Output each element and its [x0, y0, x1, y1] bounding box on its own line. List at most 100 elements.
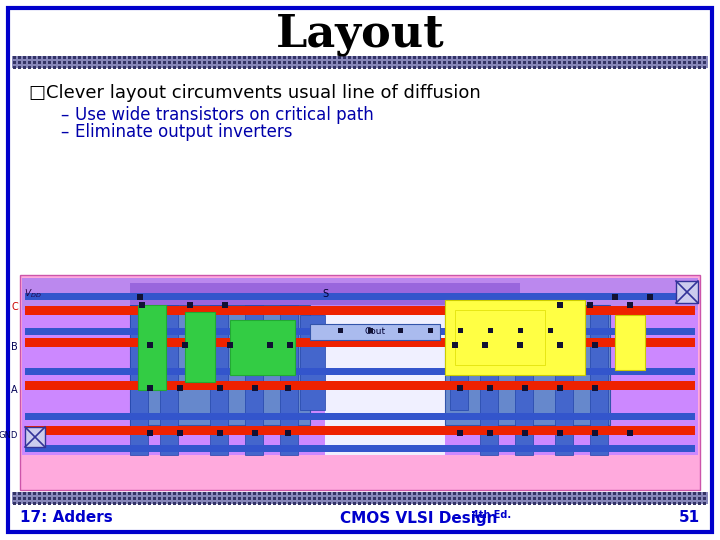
Bar — [137, 294, 143, 300]
Bar — [63, 496, 66, 500]
Bar — [387, 502, 390, 504]
Bar — [238, 56, 240, 58]
Bar — [672, 491, 675, 495]
Bar — [358, 56, 361, 58]
Bar — [112, 496, 115, 500]
Bar — [632, 56, 636, 58]
Bar — [577, 502, 580, 504]
Bar — [12, 502, 16, 504]
Bar — [698, 491, 701, 495]
Bar — [207, 60, 210, 64]
Bar — [253, 56, 256, 58]
Bar — [487, 496, 490, 500]
Bar — [688, 491, 690, 495]
Bar — [698, 65, 701, 69]
Bar — [58, 65, 60, 69]
Bar — [333, 65, 336, 69]
Bar — [613, 56, 616, 58]
Text: C: C — [12, 302, 18, 312]
Bar — [272, 496, 276, 500]
Bar — [318, 491, 320, 495]
Bar — [97, 496, 101, 500]
Bar — [207, 496, 210, 500]
Bar — [32, 502, 35, 504]
Bar — [148, 56, 150, 58]
Bar — [130, 283, 520, 305]
Bar — [418, 491, 420, 495]
Bar — [557, 491, 560, 495]
Bar — [63, 65, 66, 69]
Bar — [117, 65, 120, 69]
Bar — [78, 491, 81, 495]
Bar — [672, 56, 675, 58]
Bar — [567, 491, 570, 495]
Bar — [338, 491, 341, 495]
Bar — [382, 502, 385, 504]
Bar — [452, 491, 456, 495]
Bar — [147, 342, 153, 348]
Bar — [348, 60, 351, 64]
Bar — [582, 491, 585, 495]
Bar — [32, 65, 35, 69]
Bar — [217, 430, 223, 436]
Bar — [138, 496, 140, 500]
Bar — [613, 491, 616, 495]
Bar — [448, 56, 451, 58]
Bar — [452, 496, 456, 500]
Bar — [222, 502, 225, 504]
Bar — [377, 56, 380, 58]
Bar — [97, 56, 101, 58]
Bar — [392, 65, 395, 69]
Bar — [272, 502, 276, 504]
Bar — [12, 60, 16, 64]
Bar — [498, 65, 500, 69]
Bar — [408, 491, 410, 495]
Bar — [338, 56, 341, 58]
Bar — [613, 60, 616, 64]
Bar — [248, 65, 251, 69]
Bar — [73, 56, 76, 58]
Bar — [333, 491, 336, 495]
Bar — [333, 56, 336, 58]
Bar — [562, 65, 565, 69]
Bar — [693, 56, 696, 58]
Bar — [448, 491, 451, 495]
Bar — [598, 491, 600, 495]
Bar — [25, 306, 695, 315]
Bar — [423, 60, 426, 64]
Bar — [382, 496, 385, 500]
Bar — [158, 56, 161, 58]
Bar — [593, 56, 595, 58]
Bar — [618, 56, 621, 58]
Bar — [445, 300, 585, 375]
Bar — [312, 502, 315, 504]
Bar — [12, 492, 708, 504]
Bar — [282, 65, 286, 69]
Bar — [268, 56, 271, 58]
Bar — [683, 491, 685, 495]
Bar — [122, 56, 125, 58]
Bar — [333, 496, 336, 500]
Bar — [590, 305, 608, 455]
Bar — [402, 496, 405, 500]
Bar — [582, 60, 585, 64]
Bar — [117, 502, 120, 504]
Bar — [92, 65, 96, 69]
Bar — [482, 496, 485, 500]
Bar — [132, 491, 135, 495]
Bar — [302, 491, 305, 495]
Bar — [557, 496, 560, 500]
Bar — [263, 60, 266, 64]
Bar — [277, 65, 281, 69]
Bar — [58, 491, 60, 495]
Bar — [588, 491, 590, 495]
Bar — [248, 56, 251, 58]
Bar — [642, 56, 646, 58]
Bar — [518, 60, 521, 64]
Bar — [367, 60, 371, 64]
Bar — [338, 327, 343, 333]
Bar — [287, 342, 293, 348]
Bar — [210, 305, 228, 455]
Bar — [613, 65, 616, 69]
Bar — [233, 491, 235, 495]
